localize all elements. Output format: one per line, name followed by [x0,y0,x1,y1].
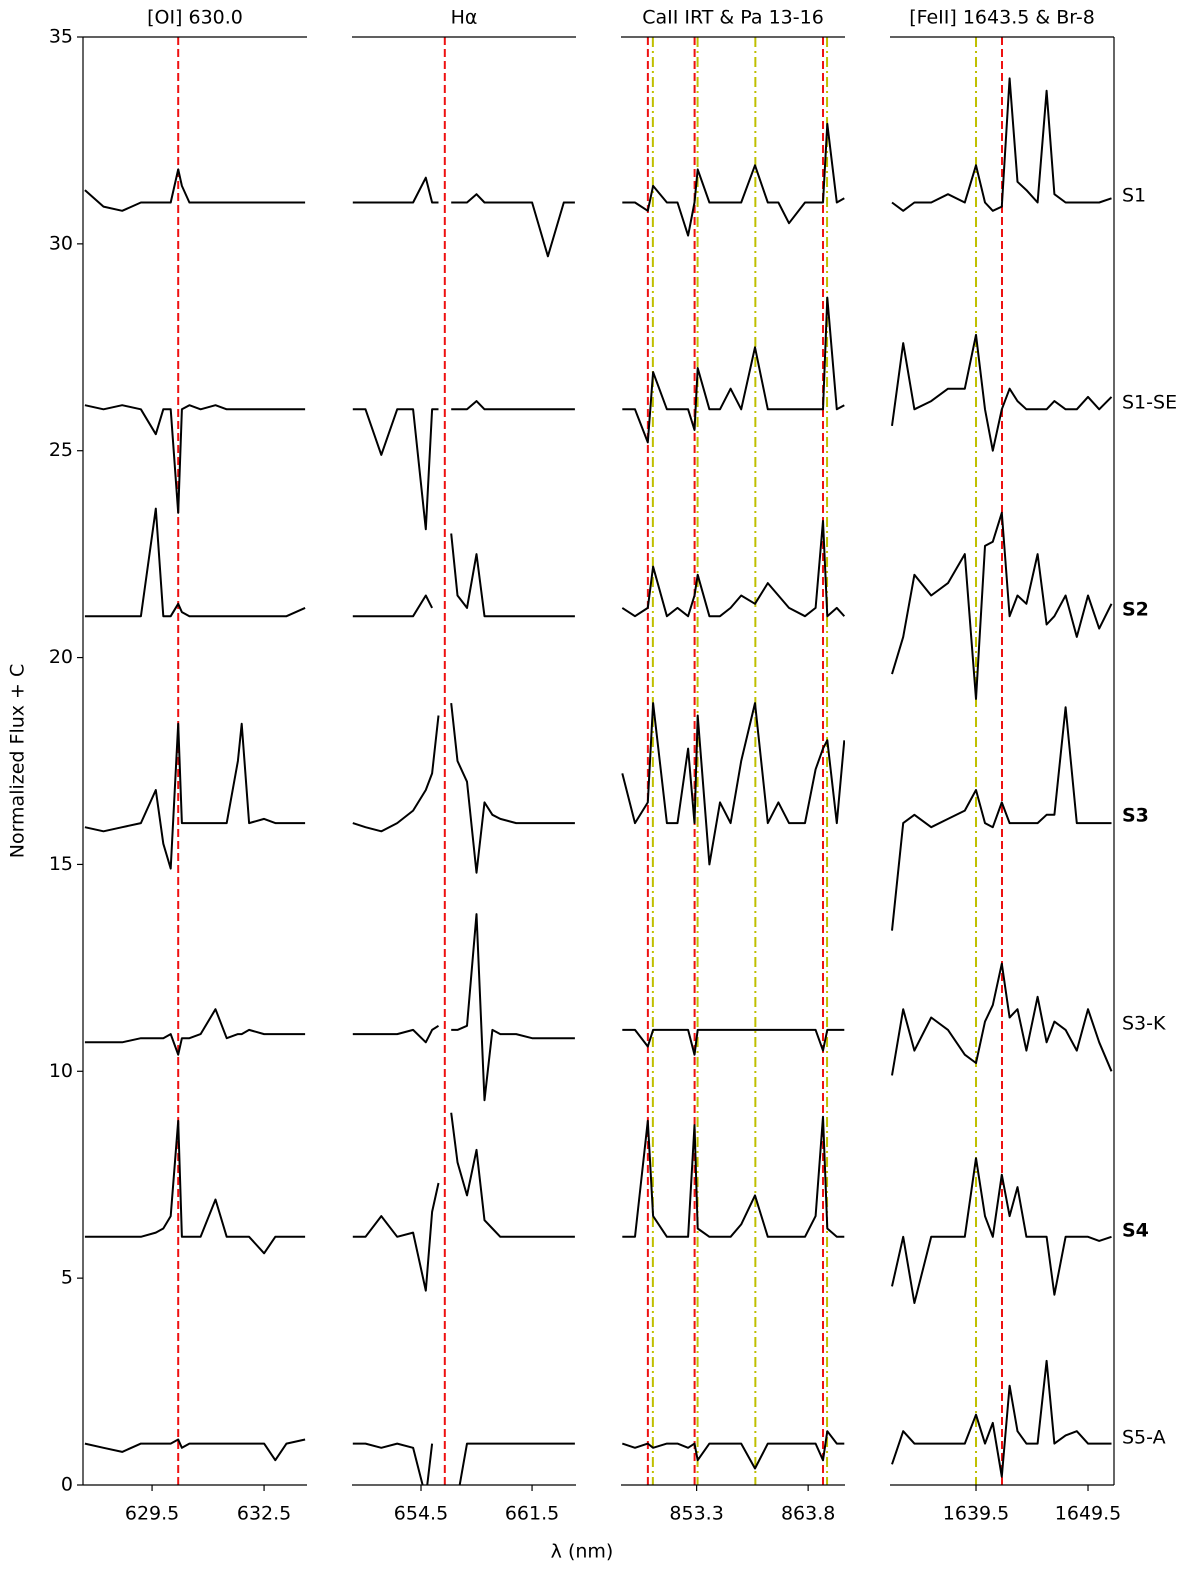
spectrum-line [84,507,306,618]
spectrum-line [352,702,575,874]
y-axis-label: Normalized Flux + C [7,664,29,859]
spectrum-line [891,706,1112,931]
x-tick-label: 853.3 [669,1503,723,1525]
spectrum-line [622,1028,845,1056]
x-axis-label: λ (nm) [551,1541,614,1563]
spectrum-line [621,702,845,866]
spectrum-line [352,533,575,618]
series-label: S3-K [1122,1013,1166,1035]
x-tick-label: 661.5 [505,1503,559,1525]
spectrum-line [352,1442,575,1485]
spectrum-line [891,77,1112,212]
spectrum-line [352,913,575,1102]
spectrum-line [352,176,575,258]
spectrum-line [84,404,306,514]
spectrum-line [891,962,1113,1076]
spectrum-line [84,168,306,212]
y-tick-label: 25 [49,439,73,461]
spectrum-line [891,333,1113,452]
x-tick-label: 1649.5 [1055,1503,1121,1525]
x-tick-label: 632.5 [237,1503,291,1525]
panel-title: CaII IRT & Pa 13-16 [642,7,824,29]
panel-title: Hα [451,7,478,29]
x-tick-label: 1639.5 [943,1503,1009,1525]
y-tick-label: 5 [61,1267,73,1289]
series-label: S3 [1122,805,1149,827]
spectrum-line [84,1438,306,1462]
y-tick-label: 30 [49,232,73,254]
spectrum-line [621,1430,845,1470]
panel-title: [FeII] 1643.5 & Br-8 [909,7,1095,29]
spectrum-line [84,722,306,870]
spectrum-line [84,1119,306,1255]
spectrum-line [84,1008,306,1056]
spectrum-line [621,520,845,618]
series-label: S5-A [1122,1427,1166,1449]
series-label: S1 [1122,185,1146,207]
series-label: S1-SE [1122,392,1177,414]
x-tick-label: 654.5 [394,1503,448,1525]
y-tick-label: 35 [49,26,73,48]
spectrum-line [891,1359,1112,1478]
spectrum-line [891,1157,1112,1304]
y-tick-label: 20 [49,646,73,668]
y-tick-label: 15 [49,853,73,875]
panel-title: [OI] 630.0 [147,7,243,29]
x-tick-label: 863.8 [781,1503,835,1525]
spectrum-line [622,296,845,444]
spectrum-line [352,400,575,531]
spectrum-line [352,1112,575,1292]
spectrum-line [891,511,1113,700]
x-tick-label: 629.5 [125,1503,179,1525]
spectrum-line [622,1115,845,1238]
y-tick-label: 10 [49,1060,73,1082]
series-label: S4 [1122,1220,1149,1242]
spectrum-line [622,122,845,237]
y-tick-label: 0 [61,1474,73,1496]
series-label: S2 [1122,599,1149,621]
